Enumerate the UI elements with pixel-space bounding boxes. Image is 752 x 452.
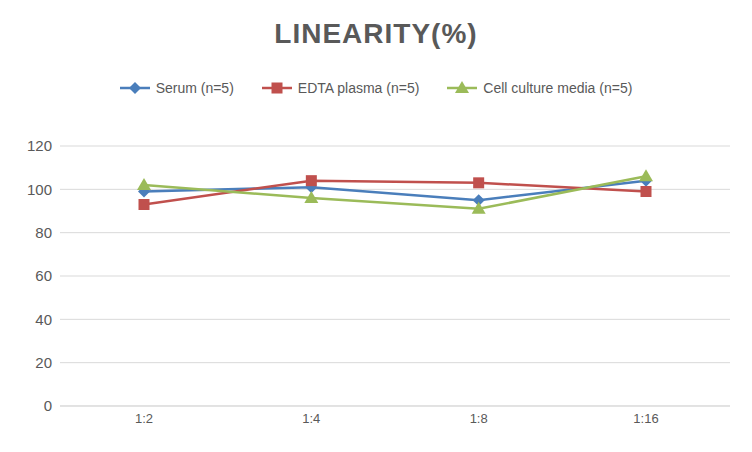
svg-text:120: 120 [27,137,52,154]
html-text:Cell culture media (n=5): Cell culture media (n=5) [483,80,633,96]
svg-text:1:16: 1:16 [633,411,658,426]
svg-text:80: 80 [35,224,52,241]
svg-text:100: 100 [27,181,52,198]
svg-text:20: 20 [35,354,52,371]
svg-text:40: 40 [35,311,52,328]
svg-text:1:8: 1:8 [470,411,488,426]
svg-text:60: 60 [35,267,52,284]
html-text:LINEARITY(%): LINEARITY(%) [274,18,478,49]
svg-text:1:4: 1:4 [302,411,320,426]
svg-text:0: 0 [44,397,52,414]
html-text:Serum (n=5): Serum (n=5) [155,80,234,96]
svg-text:1:2: 1:2 [135,411,153,426]
html-text:EDTA plasma (n=5): EDTA plasma (n=5) [297,80,420,96]
